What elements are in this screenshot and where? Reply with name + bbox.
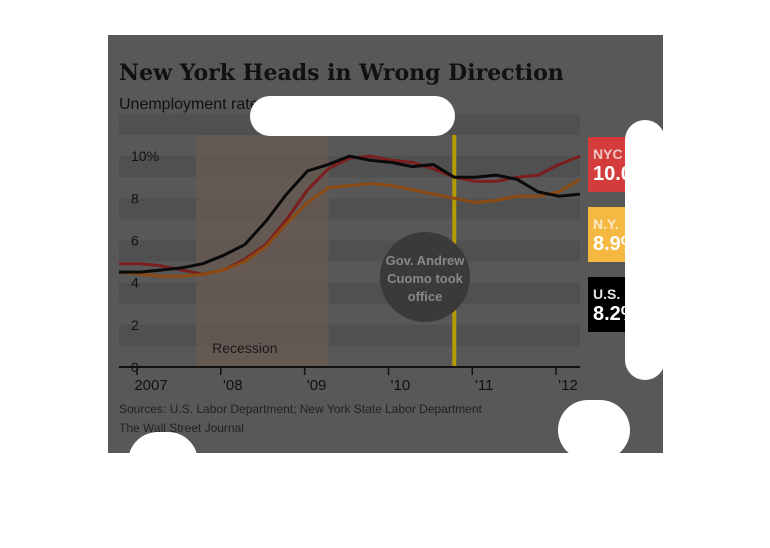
series-line-us — [119, 154, 581, 274]
erase-mark-right — [625, 120, 665, 380]
y-tick-label: 4 — [131, 275, 139, 291]
legend-label-nyc: NYC — [593, 146, 623, 162]
grid-band — [119, 282, 580, 304]
credit-note: The Wall Street Journal — [119, 421, 244, 435]
series-line-nyc — [119, 154, 581, 276]
legend-label-ny: N.Y. — [593, 216, 619, 232]
y-tick-label: 2 — [131, 317, 139, 333]
y-tick-label: 10% — [131, 148, 159, 164]
recession-label: Recession — [212, 340, 277, 356]
source-note: Sources: U.S. Labor Department; New York… — [119, 402, 482, 416]
cuomo-annotation-line: Gov. Andrew — [386, 253, 466, 268]
erase-mark-bottom-right — [558, 400, 630, 460]
axes: 10% 8 6 4 2 0 2007 '08 '09 '10 '11 '12 — [119, 148, 580, 394]
x-tick-label: '11 — [475, 377, 493, 394]
grid-band — [119, 240, 580, 262]
y-tick-label: 8 — [131, 190, 139, 206]
x-tick-label: '08 — [223, 377, 243, 394]
annotations: Gov. Andrew Cuomo took office — [380, 232, 470, 322]
x-tick-label: '10 — [391, 377, 411, 394]
legend-label-us: U.S. — [593, 286, 621, 302]
y-tick-label: 0 — [131, 359, 139, 375]
cuomo-annotation-circle — [380, 232, 470, 322]
grid-band — [119, 324, 580, 346]
grid-bands — [119, 113, 580, 346]
x-tick-label: '09 — [307, 377, 327, 394]
y-tick-label: 6 — [131, 232, 139, 248]
x-tick-label: 2007 — [134, 377, 167, 394]
erase-mark-subtitle — [250, 96, 455, 136]
series-line-ny — [118, 178, 581, 278]
x-tick-label: '12 — [558, 377, 578, 394]
series-lines — [118, 154, 581, 278]
cuomo-annotation-line: office — [408, 289, 443, 304]
chart-title: New York Heads in Wrong Direction — [119, 60, 564, 86]
grid-band — [119, 198, 580, 220]
cuomo-annotation-line: Cuomo took — [387, 271, 464, 286]
